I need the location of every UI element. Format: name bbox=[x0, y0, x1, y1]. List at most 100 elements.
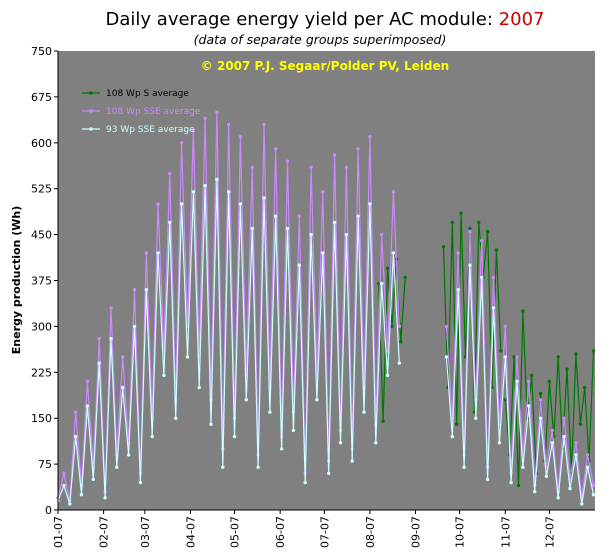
legend: 108 Wp S average 108 Wp SSE average 93 Wp … bbox=[82, 89, 201, 135]
data-point bbox=[309, 232, 313, 237]
data-point bbox=[562, 416, 566, 420]
data-point bbox=[568, 486, 572, 491]
data-point bbox=[274, 147, 278, 151]
data-point bbox=[480, 239, 484, 243]
data-point bbox=[109, 306, 113, 310]
x-tick-label: 04-07 bbox=[184, 516, 197, 548]
x-tick-label: 01-07 bbox=[52, 516, 65, 548]
x-tick-label: 06-07 bbox=[274, 516, 287, 548]
data-point bbox=[550, 441, 554, 445]
data-point bbox=[156, 202, 160, 206]
data-point bbox=[274, 214, 278, 218]
y-tick-label: 525 bbox=[31, 183, 52, 196]
x-tick-label: 08-07 bbox=[364, 516, 377, 548]
data-point bbox=[197, 385, 201, 390]
data-point bbox=[232, 434, 237, 439]
data-point bbox=[344, 232, 349, 237]
data-point bbox=[97, 336, 101, 341]
data-point bbox=[503, 398, 507, 402]
data-point bbox=[191, 128, 196, 133]
data-point bbox=[491, 275, 496, 280]
data-point bbox=[250, 165, 254, 169]
data-point bbox=[399, 340, 403, 344]
data-point bbox=[238, 202, 243, 206]
data-point bbox=[244, 398, 248, 402]
data-point bbox=[138, 480, 143, 485]
data-point bbox=[390, 324, 394, 329]
data-point bbox=[344, 165, 349, 169]
data-point bbox=[315, 398, 319, 402]
data-point bbox=[268, 410, 272, 414]
data-point bbox=[162, 373, 166, 378]
data-point bbox=[397, 361, 401, 365]
data-point bbox=[550, 428, 554, 433]
axes-layer: 0 75 150 225 300 375 450 525 600 675 750 01-07 02-07… bbox=[31, 45, 595, 548]
data-point bbox=[538, 398, 543, 402]
data-point bbox=[74, 434, 78, 439]
data-point bbox=[591, 493, 596, 497]
data-point bbox=[332, 153, 337, 157]
data-point bbox=[574, 352, 578, 356]
data-point bbox=[591, 349, 596, 353]
legend-item: 108 Wp SSE average bbox=[82, 107, 201, 117]
data-point bbox=[462, 465, 466, 469]
data-point bbox=[521, 465, 525, 469]
data-point bbox=[591, 483, 596, 488]
data-point bbox=[109, 336, 113, 341]
data-point bbox=[309, 165, 313, 169]
data-point bbox=[297, 214, 301, 218]
data-point bbox=[512, 355, 516, 359]
data-point bbox=[68, 502, 72, 506]
data-point bbox=[368, 202, 372, 206]
data-point bbox=[291, 428, 296, 433]
y-tick-label: 300 bbox=[31, 320, 52, 333]
series-layer bbox=[56, 110, 596, 506]
data-point bbox=[174, 416, 178, 420]
data-point bbox=[485, 477, 490, 482]
chart-subtitle: (data of separate groups superimposed) bbox=[193, 32, 447, 47]
data-point bbox=[215, 177, 219, 182]
y-tick-label: 600 bbox=[31, 137, 52, 150]
data-point bbox=[227, 122, 231, 127]
data-point bbox=[574, 441, 578, 445]
x-tick-label: 12-07 bbox=[543, 516, 556, 548]
data-point bbox=[503, 355, 507, 359]
data-point bbox=[79, 493, 84, 497]
data-point bbox=[583, 385, 587, 390]
data-point bbox=[91, 477, 96, 482]
data-point bbox=[209, 422, 213, 426]
data-point bbox=[538, 416, 543, 420]
data-point bbox=[85, 404, 90, 408]
chart-title-year: 2007 bbox=[498, 9, 545, 30]
data-point bbox=[132, 324, 137, 329]
data-point bbox=[380, 281, 384, 286]
data-point bbox=[262, 196, 266, 200]
data-point bbox=[126, 453, 131, 457]
data-point bbox=[503, 324, 507, 329]
data-point bbox=[509, 480, 513, 485]
data-point bbox=[62, 471, 66, 475]
data-point bbox=[115, 465, 119, 469]
data-point bbox=[468, 263, 472, 267]
data-point bbox=[585, 453, 590, 457]
data-point bbox=[450, 220, 454, 225]
data-point bbox=[250, 226, 254, 231]
data-point bbox=[530, 373, 534, 378]
data-point bbox=[215, 110, 219, 114]
x-tick-label: 10-07 bbox=[454, 516, 467, 548]
data-point bbox=[279, 447, 284, 451]
x-tick-label: 09-07 bbox=[410, 516, 423, 548]
data-point bbox=[221, 465, 225, 469]
data-point bbox=[144, 251, 148, 255]
legend-label: 93 Wp SSE average bbox=[106, 125, 195, 135]
data-point bbox=[203, 116, 207, 121]
data-point bbox=[480, 275, 484, 280]
data-point bbox=[62, 483, 66, 488]
data-point bbox=[350, 459, 354, 463]
data-point bbox=[103, 496, 107, 500]
data-point bbox=[144, 288, 148, 292]
data-point bbox=[491, 306, 496, 310]
data-point bbox=[191, 190, 196, 194]
data-point bbox=[179, 202, 184, 206]
